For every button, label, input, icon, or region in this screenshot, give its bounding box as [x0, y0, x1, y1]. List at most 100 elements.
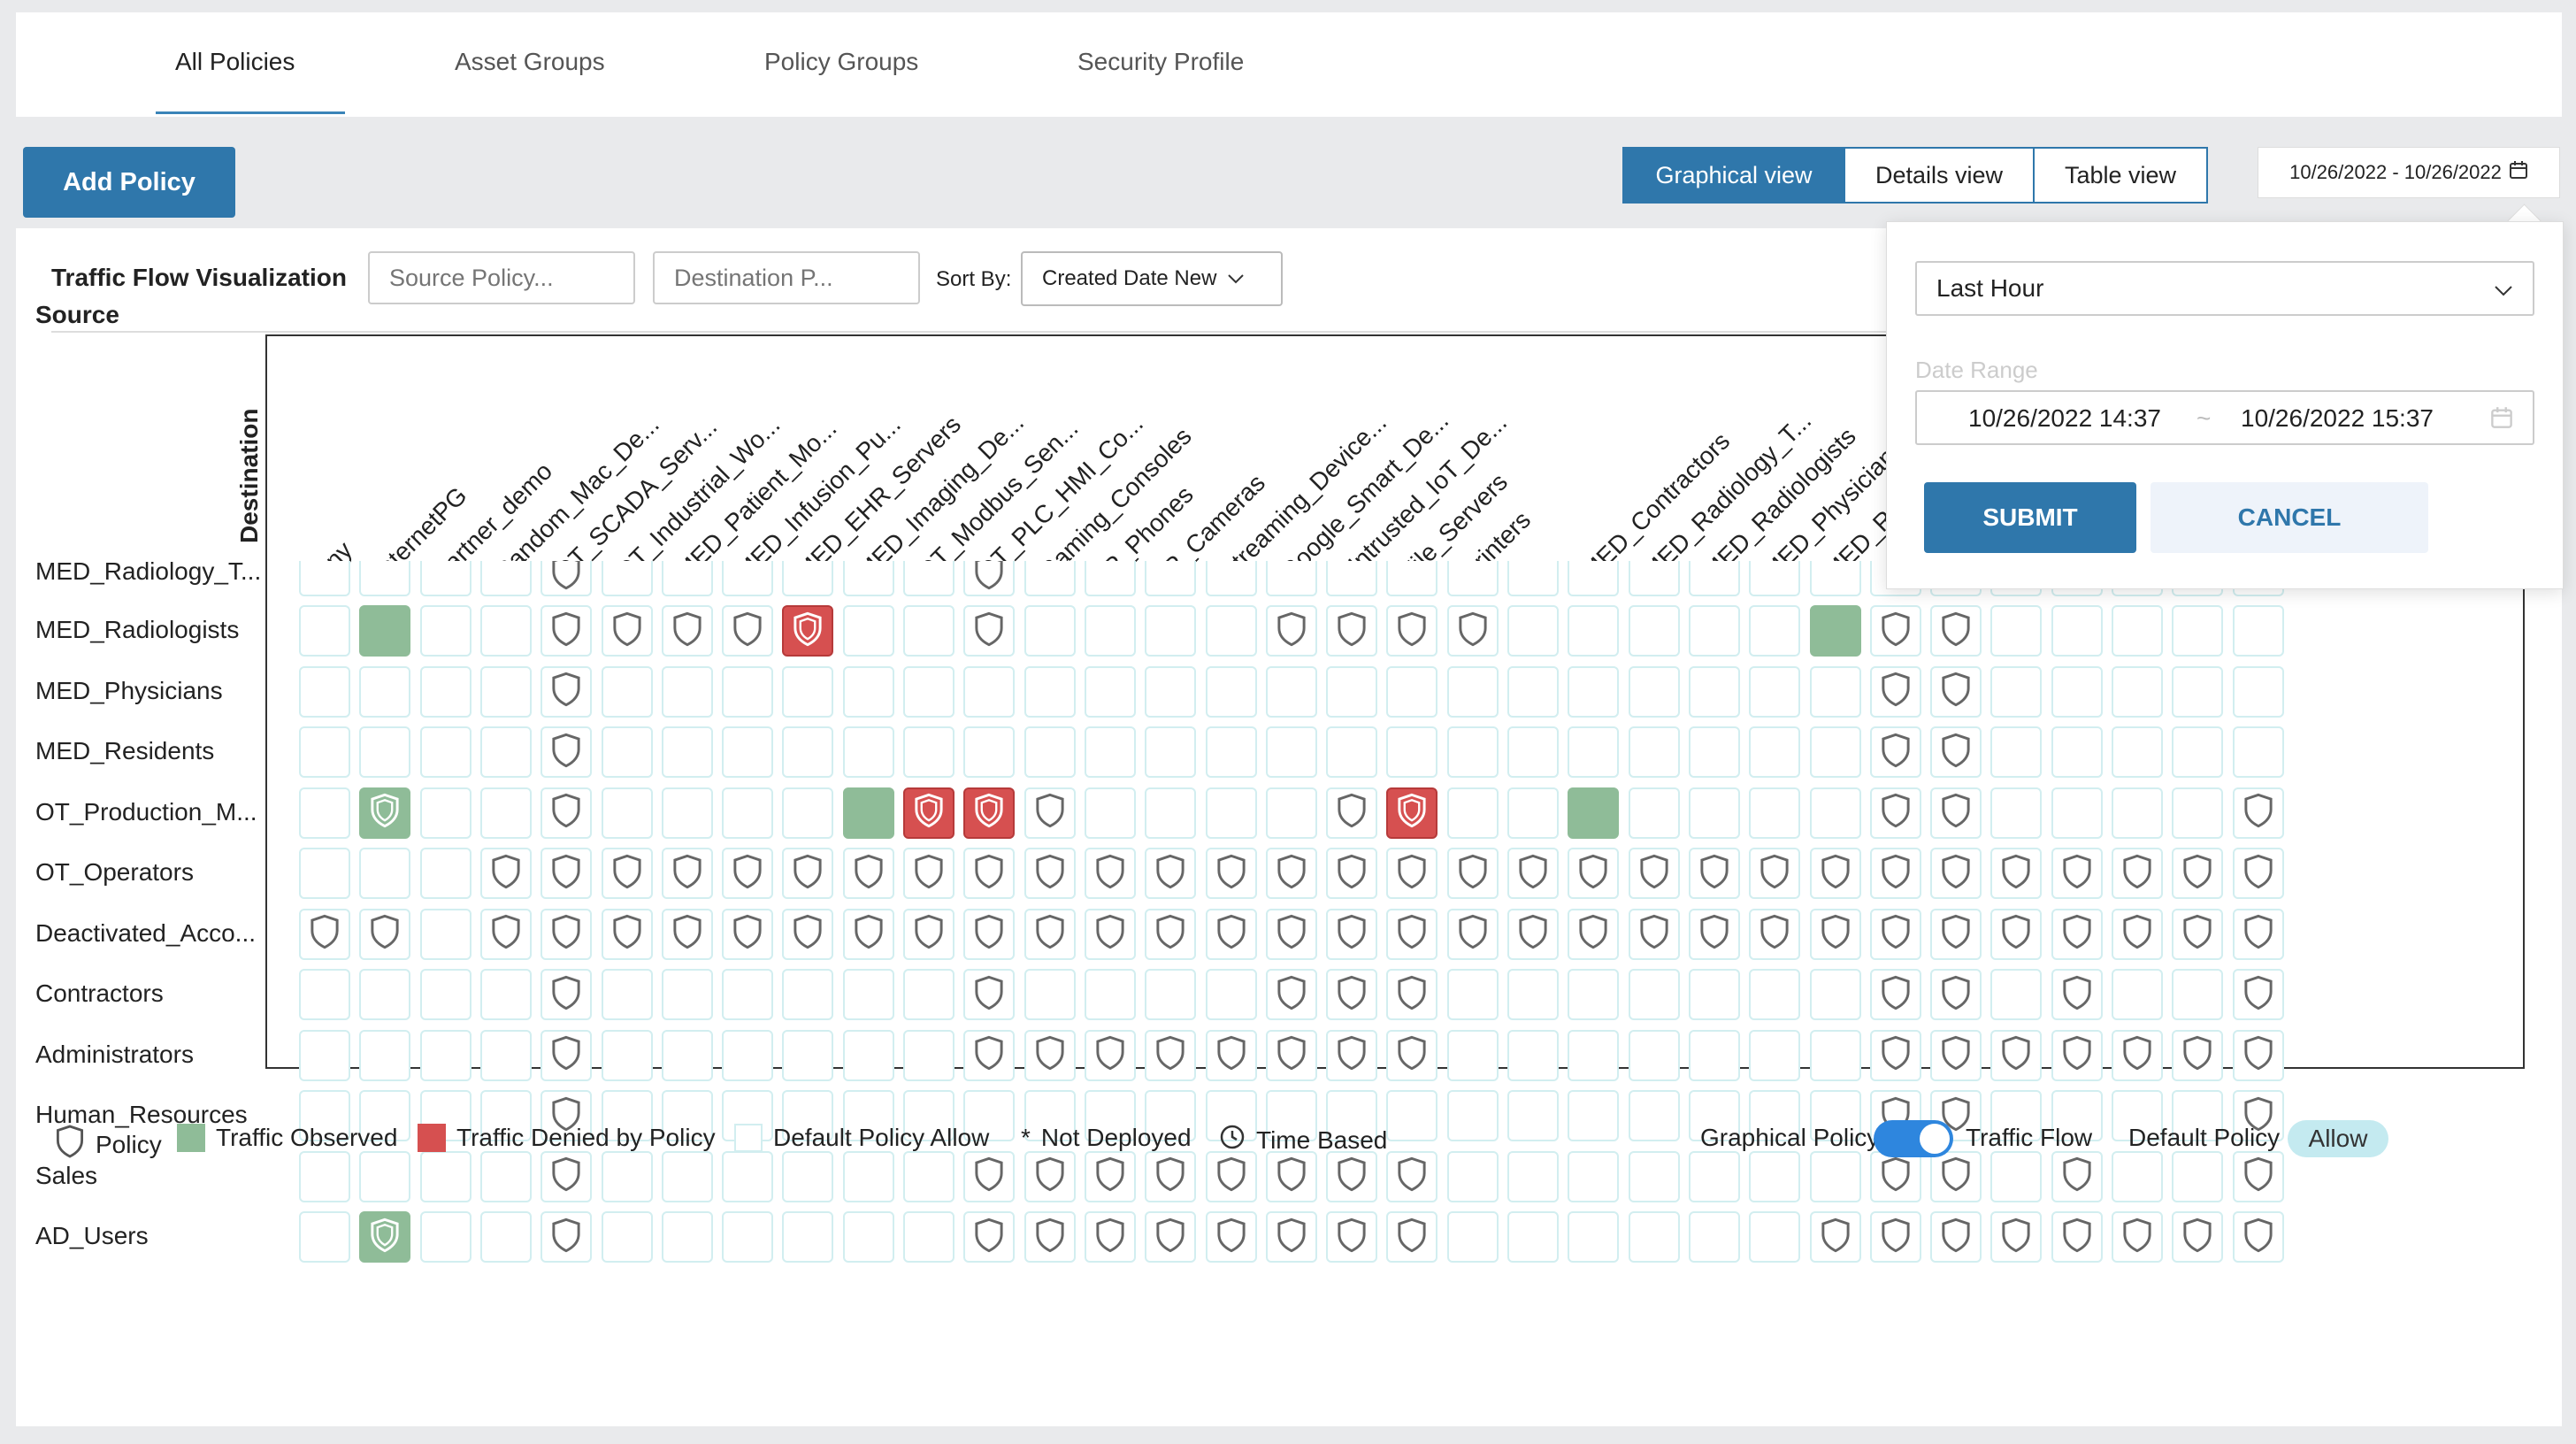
policy-cell[interactable]	[1145, 1150, 1197, 1202]
policy-cell[interactable]	[1326, 605, 1378, 657]
policy-cell[interactable]	[1869, 787, 1921, 839]
matrix-cell[interactable]	[1084, 665, 1136, 718]
matrix-cell[interactable]	[299, 787, 350, 839]
policy-cell[interactable]	[1990, 1029, 2043, 1081]
matrix-cell[interactable]	[1809, 561, 1861, 596]
policy-cell[interactable]	[1326, 1029, 1378, 1081]
policy-cell[interactable]	[1628, 908, 1680, 960]
matrix-cell[interactable]	[601, 665, 653, 718]
details-view-button[interactable]: Details view	[1844, 147, 2035, 204]
policy-cell[interactable]	[1809, 1211, 1861, 1263]
matrix-cell[interactable]	[1568, 1090, 1620, 1141]
matrix-cell[interactable]	[2172, 969, 2224, 1020]
matrix-cell[interactable]	[2232, 605, 2284, 657]
policy-cell[interactable]	[479, 848, 532, 899]
matrix-cell[interactable]	[1688, 1029, 1740, 1081]
traffic-observed-cell[interactable]	[1568, 787, 1620, 839]
matrix-cell[interactable]	[903, 561, 954, 596]
matrix-cell[interactable]	[1084, 969, 1136, 1020]
matrix-cell[interactable]	[1326, 665, 1378, 718]
source-policy-input[interactable]	[368, 251, 635, 304]
matrix-cell[interactable]	[842, 726, 894, 778]
tab-policy-groups[interactable]: Policy Groups	[764, 48, 919, 75]
matrix-cell[interactable]	[1628, 1211, 1680, 1263]
matrix-cell[interactable]	[1688, 561, 1740, 596]
matrix-cell[interactable]	[782, 1211, 834, 1263]
policy-cell[interactable]	[1265, 1029, 1317, 1081]
matrix-cell[interactable]	[1507, 561, 1559, 596]
matrix-cell[interactable]	[2112, 1090, 2163, 1141]
matrix-cell[interactable]	[1386, 561, 1438, 596]
matrix-cell[interactable]	[1990, 1090, 2043, 1141]
matrix-cell[interactable]	[1205, 665, 1257, 718]
matrix-cell[interactable]	[2112, 665, 2163, 718]
matrix-cell[interactable]	[359, 1090, 411, 1141]
matrix-cell[interactable]	[479, 561, 532, 596]
policy-cell[interactable]	[722, 908, 774, 960]
matrix-cell[interactable]	[661, 1150, 713, 1202]
policy-cell[interactable]	[2172, 1211, 2224, 1263]
matrix-cell[interactable]	[1386, 1090, 1438, 1141]
matrix-cell[interactable]	[2112, 969, 2163, 1020]
matrix-cell[interactable]	[1688, 665, 1740, 718]
policy-cell[interactable]	[661, 605, 713, 657]
matrix-cell[interactable]	[601, 1029, 653, 1081]
policy-cell[interactable]	[661, 908, 713, 960]
policy-cell[interactable]	[963, 969, 1016, 1020]
policy-cell[interactable]	[1869, 848, 1921, 899]
traffic-observed-cell[interactable]	[359, 1211, 411, 1263]
matrix-cell[interactable]	[903, 605, 954, 657]
policy-cell[interactable]	[1145, 848, 1197, 899]
matrix-cell[interactable]	[722, 787, 774, 839]
policy-cell[interactable]	[1386, 1211, 1438, 1263]
matrix-cell[interactable]	[722, 1150, 774, 1202]
policy-cell[interactable]	[540, 605, 593, 657]
matrix-cell[interactable]	[1507, 787, 1559, 839]
matrix-cell[interactable]	[1507, 1211, 1559, 1263]
policy-cell[interactable]	[601, 848, 653, 899]
matrix-cell[interactable]	[1990, 665, 2043, 718]
traffic-denied-cell[interactable]	[903, 787, 954, 839]
policy-cell[interactable]	[1990, 908, 2043, 960]
policy-cell[interactable]	[2051, 848, 2103, 899]
matrix-cell[interactable]	[2051, 726, 2103, 778]
policy-cell[interactable]	[2112, 1029, 2163, 1081]
matrix-cell[interactable]	[661, 1211, 713, 1263]
traffic-denied-cell[interactable]	[782, 605, 834, 657]
matrix-cell[interactable]	[419, 969, 472, 1020]
matrix-cell[interactable]	[479, 1150, 532, 1202]
matrix-cell[interactable]	[2112, 787, 2163, 839]
start-date-input[interactable]: 10/26/2022 14:37	[1968, 404, 2161, 432]
matrix-cell[interactable]	[1084, 561, 1136, 596]
policy-cell[interactable]	[1568, 908, 1620, 960]
matrix-cell[interactable]	[903, 726, 954, 778]
policy-cell[interactable]	[1205, 848, 1257, 899]
matrix-cell[interactable]	[359, 726, 411, 778]
policy-cell[interactable]	[1930, 726, 1982, 778]
matrix-cell[interactable]	[1507, 1150, 1559, 1202]
matrix-cell[interactable]	[1084, 787, 1136, 839]
matrix-cell[interactable]	[2051, 1090, 2103, 1141]
matrix-cell[interactable]	[1446, 1211, 1499, 1263]
destination-policy-input[interactable]	[653, 251, 920, 304]
traffic-observed-cell[interactable]	[359, 605, 411, 657]
matrix-cell[interactable]	[903, 1150, 954, 1202]
matrix-cell[interactable]	[419, 1029, 472, 1081]
matrix-cell[interactable]	[1688, 969, 1740, 1020]
matrix-cell[interactable]	[722, 561, 774, 596]
matrix-cell[interactable]	[1386, 726, 1438, 778]
policy-cell[interactable]	[1446, 605, 1499, 657]
policy-cell[interactable]	[2051, 1211, 2103, 1263]
matrix-cell[interactable]	[1205, 1090, 1257, 1141]
graphical-view-button[interactable]: Graphical view	[1622, 147, 1845, 204]
matrix-cell[interactable]	[1749, 726, 1801, 778]
tab-asset-groups[interactable]: Asset Groups	[455, 48, 605, 75]
matrix-cell[interactable]	[1326, 561, 1378, 596]
matrix-cell[interactable]	[661, 726, 713, 778]
matrix-cell[interactable]	[419, 1211, 472, 1263]
matrix-cell[interactable]	[963, 726, 1016, 778]
matrix-cell[interactable]	[1446, 969, 1499, 1020]
policy-cell[interactable]	[2232, 1029, 2284, 1081]
matrix-cell[interactable]	[1386, 665, 1438, 718]
matrix-cell[interactable]	[722, 726, 774, 778]
